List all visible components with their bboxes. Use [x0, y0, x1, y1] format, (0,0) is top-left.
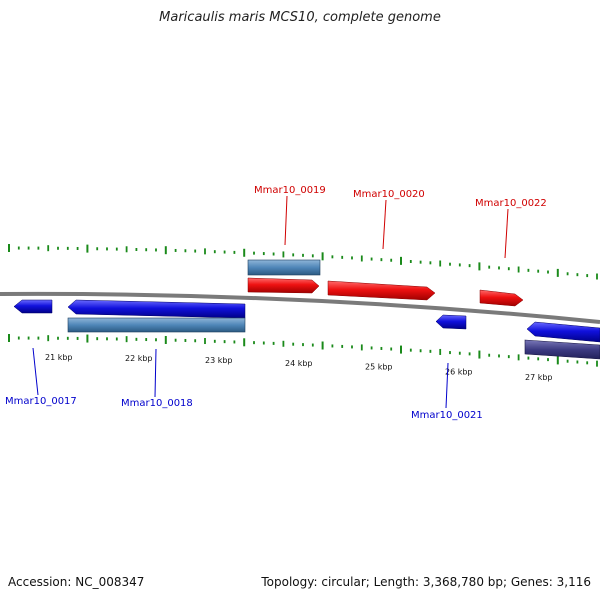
leader-line-mmar10-0017	[32, 347, 39, 396]
leader-line-mmar10-0021	[445, 362, 449, 409]
kbp-tick-labels: 21 kbp 22 kbp 23 kbp 24 kbp 25 kbp 26 kb…	[45, 353, 553, 382]
gene-label-mmar10-0021[interactable]: Mmar10_0021	[411, 410, 483, 421]
gene-arrow-mmar10-0018[interactable]	[67, 299, 246, 319]
feature-bar-reverse	[67, 317, 246, 333]
genome-backbone	[0, 291, 600, 324]
gene-label-mmar10-0019[interactable]: Mmar10_0019	[254, 185, 326, 196]
gene-label-mmar10-0020[interactable]: Mmar10_0020	[353, 189, 425, 200]
map-title: Maricaulis maris MCS10, complete genome	[159, 10, 441, 25]
tick-label-27: 27 kbp	[525, 373, 553, 382]
leader-line-mmar10-0022	[504, 208, 509, 259]
gene-label-mmar10-0017[interactable]: Mmar10_0017	[5, 396, 77, 407]
gene-arrow-mmar10-0022[interactable]	[479, 289, 524, 307]
gene-arrow-partial-right[interactable]	[526, 321, 600, 343]
feature-bar-reverse-dark	[524, 339, 600, 360]
tick-label-22: 22 kbp	[125, 354, 153, 363]
gene-arrow-mmar10-0019[interactable]	[247, 277, 320, 294]
gene-arrow-mmar10-0017[interactable]	[13, 299, 53, 314]
feature-bar-forward	[247, 259, 321, 276]
accession-text: Accession: NC_008347	[8, 575, 145, 589]
inner-tick-row	[8, 334, 598, 367]
genome-summary-text: Topology: circular; Length: 3,368,780 bp…	[261, 575, 591, 589]
tick-label-24: 24 kbp	[285, 359, 313, 368]
gene-arrow-mmar10-0020[interactable]	[327, 280, 436, 301]
gene-arrow-mmar10-0021[interactable]	[435, 314, 467, 330]
gene-label-mmar10-0018[interactable]: Mmar10_0018	[121, 398, 193, 409]
tick-label-23: 23 kbp	[205, 356, 233, 365]
leader-line-mmar10-0020	[382, 199, 387, 250]
tick-label-26: 26 kbp	[445, 367, 473, 376]
outer-tick-row	[8, 244, 598, 280]
tick-label-25: 25 kbp	[365, 363, 393, 372]
leader-line-mmar10-0019	[284, 195, 288, 246]
leader-line-mmar10-0018	[154, 348, 157, 398]
gene-label-mmar10-0022[interactable]: Mmar10_0022	[475, 198, 547, 209]
tick-label-21: 21 kbp	[45, 353, 73, 362]
